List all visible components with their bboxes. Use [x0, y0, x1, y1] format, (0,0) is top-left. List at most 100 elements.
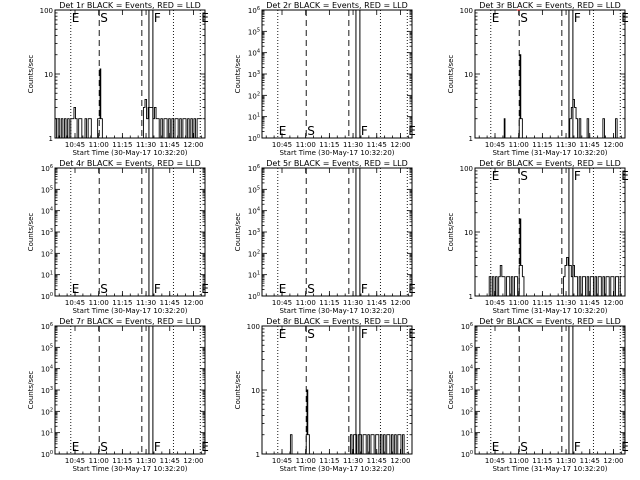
- y-tick-label: 1: [49, 135, 53, 143]
- event-marker-label: E: [279, 282, 287, 296]
- x-axis-label: Start Time (30-May-17 10:32:20): [72, 465, 187, 473]
- x-tick-label: 11:30: [343, 457, 363, 465]
- y-tick-label: 100: [40, 7, 53, 15]
- data-series-1: [503, 54, 619, 139]
- chart-title: Det 3r BLACK = Events, RED = LLD: [479, 1, 621, 10]
- x-tick-label: 11:00: [509, 141, 529, 149]
- x-tick-label: 11:15: [532, 299, 552, 307]
- y-tick-label: 106: [248, 164, 260, 173]
- x-tick-label: 11:45: [367, 299, 387, 307]
- x-tick-label: 11:30: [556, 141, 576, 149]
- x-axis-label: Start Time (30-May-17 10:32:20): [279, 149, 394, 157]
- event-marker-label: E: [408, 124, 416, 138]
- x-tick-label: 11:00: [89, 299, 109, 307]
- x-tick-label: 12:00: [603, 141, 623, 149]
- y-tick-label: 101: [461, 429, 473, 438]
- x-tick-label: 10:45: [485, 457, 505, 465]
- plot-frame: [54, 325, 206, 455]
- y-tick-label: 1: [256, 451, 260, 459]
- event-marker-label: S: [520, 440, 528, 454]
- y-axis-label: Counts/sec: [234, 371, 242, 410]
- x-tick-label: 12:00: [390, 299, 410, 307]
- x-tick-label: 10:45: [65, 141, 85, 149]
- event-marker-label: E: [408, 282, 416, 296]
- event-marker-label: E: [621, 169, 629, 183]
- y-tick-label: 1: [469, 293, 473, 301]
- data-series-1: [288, 389, 406, 455]
- data-series-1: [55, 68, 202, 139]
- y-tick-label: 103: [41, 228, 53, 237]
- y-axis-label: Counts/sec: [234, 55, 242, 94]
- x-tick-label: 10:45: [65, 299, 85, 307]
- y-tick-label: 103: [248, 228, 260, 237]
- x-tick-label: 12:00: [183, 141, 203, 149]
- y-tick-label: 100: [460, 7, 473, 15]
- x-tick-label: 11:30: [136, 457, 156, 465]
- chart-title: Det 8r BLACK = Events, RED = LLD: [266, 317, 408, 326]
- x-tick-label: 11:00: [89, 141, 109, 149]
- event-marker-label: E: [621, 11, 629, 25]
- y-axis-label: Counts/sec: [27, 213, 35, 252]
- event-marker-label: E: [408, 327, 416, 341]
- chart-title: Det 7r BLACK = Events, RED = LLD: [59, 317, 201, 326]
- event-marker-label: S: [307, 124, 315, 138]
- chart-panel-4: Det 4r BLACK = Events, RED = LLD 100 101 10…: [27, 159, 209, 315]
- x-tick-label: 11:45: [580, 141, 600, 149]
- y-tick-label: 105: [248, 185, 260, 194]
- data-series-1: [487, 218, 622, 297]
- chart-panel-6: Det 6r BLACK = Events, RED = LLD 1 10 100 Co…: [447, 159, 629, 315]
- event-marker-label: S: [307, 282, 315, 296]
- y-tick-label: 106: [461, 322, 473, 331]
- event-marker-label: E: [72, 282, 80, 296]
- y-tick-label: 100: [461, 450, 473, 459]
- event-marker-label: E: [201, 11, 209, 25]
- event-marker-label: E: [621, 440, 629, 454]
- x-tick-label: 11:00: [509, 299, 529, 307]
- x-tick-label: 11:45: [367, 457, 387, 465]
- chart-title: Det 5r BLACK = Events, RED = LLD: [266, 159, 408, 168]
- x-tick-label: 12:00: [183, 457, 203, 465]
- x-tick-label: 11:15: [532, 457, 552, 465]
- event-marker-label: E: [492, 169, 500, 183]
- y-tick-label: 103: [248, 70, 260, 79]
- y-tick-label: 100: [247, 323, 260, 331]
- y-tick-label: 101: [41, 271, 53, 280]
- y-tick-label: 1: [469, 135, 473, 143]
- y-tick-label: 104: [248, 207, 260, 216]
- x-tick-label: 11:15: [532, 141, 552, 149]
- event-marker-label: F: [154, 11, 161, 25]
- x-axis-label: Start Time (30-May-17 10:32:20): [279, 307, 394, 315]
- x-tick-label: 12:00: [390, 457, 410, 465]
- event-marker-label: E: [72, 440, 80, 454]
- y-tick-label: 102: [41, 407, 53, 416]
- y-tick-label: 105: [461, 343, 473, 352]
- y-tick-label: 10: [44, 71, 53, 79]
- y-tick-label: 10: [464, 71, 473, 79]
- chart-panel-7: Det 7r BLACK = Events, RED = LLD 100 101 10…: [27, 317, 209, 473]
- chart-title: Det 2r BLACK = Events, RED = LLD: [266, 1, 408, 10]
- event-marker-label: F: [361, 282, 368, 296]
- x-tick-label: 11:45: [580, 299, 600, 307]
- y-tick-label: 10: [251, 387, 260, 395]
- x-tick-label: 11:15: [319, 299, 339, 307]
- x-tick-label: 11:45: [160, 141, 180, 149]
- x-axis-label: Start Time (31-May-17 10:32:20): [492, 149, 607, 157]
- x-axis-label: Start Time (31-May-17 10:32:20): [492, 307, 607, 315]
- event-marker-label: S: [520, 169, 528, 183]
- x-tick-label: 10:45: [65, 457, 85, 465]
- event-marker-label: S: [100, 282, 108, 296]
- x-tick-label: 11:30: [343, 299, 363, 307]
- y-axis-label: Counts/sec: [447, 55, 455, 94]
- chart-title: Det 4r BLACK = Events, RED = LLD: [59, 159, 201, 168]
- y-tick-label: 102: [248, 249, 260, 258]
- x-axis-label: Start Time (30-May-17 10:32:20): [72, 307, 187, 315]
- y-tick-label: 10: [464, 229, 473, 237]
- x-tick-label: 11:00: [89, 457, 109, 465]
- y-axis-label: Counts/sec: [234, 213, 242, 252]
- y-tick-label: 100: [248, 292, 260, 301]
- event-marker-label: S: [100, 11, 108, 25]
- y-tick-label: 105: [248, 27, 260, 36]
- x-axis-label: Start Time (31-May-17 10:32:20): [492, 465, 607, 473]
- x-tick-label: 12:00: [603, 457, 623, 465]
